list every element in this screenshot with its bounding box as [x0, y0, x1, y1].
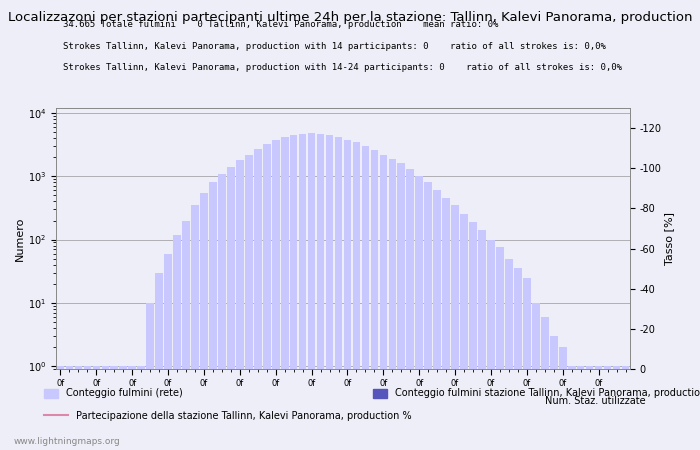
Bar	[362, 146, 369, 450]
Text: Strokes Tallinn, Kalevi Panorama, production with 14-24 participants: 0    ratio: Strokes Tallinn, Kalevi Panorama, produc…	[63, 63, 622, 72]
Bar	[263, 144, 271, 450]
Bar	[83, 366, 91, 450]
Bar	[326, 135, 333, 450]
Bar	[191, 205, 199, 450]
Text: Localizzazoni per stazioni partecipanti ultime 24h per la stazione: Tallinn, Kal: Localizzazoni per stazioni partecipanti …	[8, 11, 692, 24]
Bar	[281, 137, 288, 450]
Bar	[370, 150, 378, 450]
Bar	[102, 366, 109, 450]
Bar	[155, 273, 163, 450]
Bar	[128, 366, 136, 450]
Bar	[335, 137, 342, 450]
Bar	[398, 163, 405, 450]
Bar	[550, 336, 558, 450]
Bar	[182, 220, 190, 450]
Text: www.lightningmaps.org: www.lightningmaps.org	[14, 436, 120, 446]
Bar	[75, 366, 82, 450]
Bar	[120, 366, 127, 450]
Bar	[496, 248, 504, 450]
Bar	[146, 303, 154, 450]
Bar	[272, 140, 279, 450]
Bar	[505, 259, 512, 450]
Bar	[559, 347, 566, 450]
Bar	[433, 190, 441, 450]
Bar	[66, 366, 74, 450]
Bar	[577, 366, 584, 450]
Bar	[353, 142, 360, 450]
Bar	[604, 366, 611, 450]
Legend: Partecipazione della stazione Tallinn, Kalevi Panorama, production %: Partecipazione della stazione Tallinn, K…	[40, 407, 415, 425]
Bar	[111, 366, 118, 450]
Bar	[541, 317, 549, 450]
Bar	[523, 278, 531, 450]
Bar	[389, 159, 396, 450]
Bar	[415, 176, 423, 450]
Legend: Conteggio fulmini (rete): Conteggio fulmini (rete)	[40, 385, 187, 402]
Bar	[92, 366, 100, 450]
Bar	[200, 193, 208, 450]
Bar	[407, 169, 414, 450]
Bar	[308, 133, 316, 450]
Bar	[622, 366, 629, 450]
Bar	[245, 155, 253, 450]
Bar	[487, 239, 495, 450]
Bar	[164, 254, 172, 450]
Bar	[299, 134, 307, 450]
Bar	[290, 135, 298, 450]
Bar	[379, 155, 387, 450]
Bar	[236, 160, 244, 450]
Bar	[174, 234, 181, 450]
Bar	[568, 366, 575, 450]
Bar	[317, 134, 324, 450]
Text: Strokes Tallinn, Kalevi Panorama, production with 14 participants: 0    ratio of: Strokes Tallinn, Kalevi Panorama, produc…	[63, 42, 606, 51]
Bar	[209, 182, 217, 450]
Y-axis label: Tasso [%]: Tasso [%]	[664, 212, 675, 265]
Bar	[344, 140, 351, 450]
Legend: Conteggio fulmini stazione Tallinn, Kalevi Panorama, production: Conteggio fulmini stazione Tallinn, Kale…	[369, 385, 700, 402]
Bar	[478, 230, 486, 450]
Bar	[612, 366, 620, 450]
Text: Num. Staz. utilizzate: Num. Staz. utilizzate	[545, 396, 645, 405]
Bar	[442, 198, 450, 450]
Bar	[532, 303, 540, 450]
Y-axis label: Numero: Numero	[15, 216, 25, 261]
Bar	[424, 182, 432, 450]
Bar	[254, 149, 262, 450]
Bar	[586, 366, 594, 450]
Bar	[469, 222, 477, 450]
Text: 34.665 Totale fulmini    0 Tallinn, Kalevi Panorama, production    mean ratio: 0: 34.665 Totale fulmini 0 Tallinn, Kalevi …	[63, 20, 498, 29]
Bar	[137, 366, 145, 450]
Bar	[218, 174, 225, 450]
Bar	[595, 366, 603, 450]
Bar	[514, 268, 522, 450]
Bar	[452, 205, 459, 450]
Bar	[461, 214, 468, 450]
Bar	[57, 366, 64, 450]
Bar	[227, 167, 235, 450]
